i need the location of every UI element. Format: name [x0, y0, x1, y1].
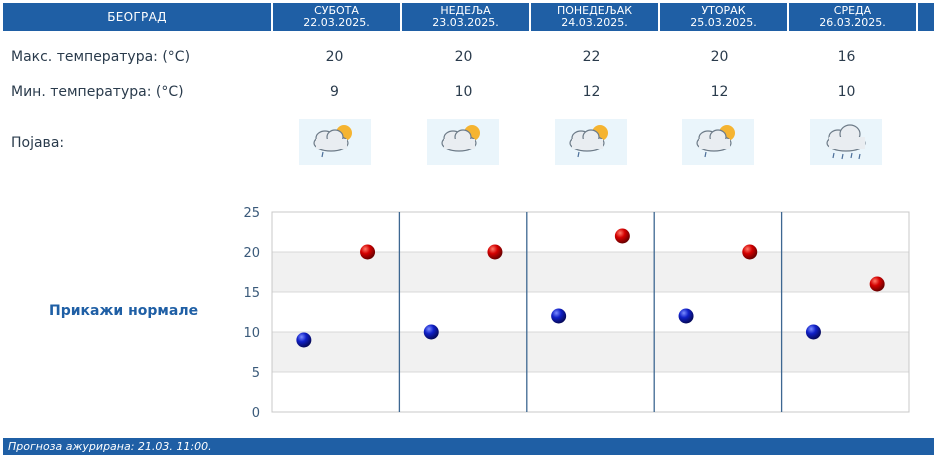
max-temp-value: 20 [454, 49, 473, 65]
min-temp-label: Мин. температура: (°C) [11, 84, 184, 100]
day-date: 26.03.2025. [819, 16, 886, 29]
max-temp-marker [742, 244, 758, 260]
partly-cloudy-light-rain-icon [555, 119, 627, 165]
max-temp-marker [360, 244, 376, 260]
y-tick-label: 15 [243, 286, 260, 301]
min-temp-marker [423, 324, 439, 340]
min-temp-marker [296, 332, 312, 348]
day-date: 24.03.2025. [561, 16, 628, 29]
min-temp-value: 12 [582, 84, 601, 100]
day-date: 22.03.2025. [303, 16, 370, 29]
y-tick-label: 0 [252, 406, 260, 421]
day-name: УТОРАК [701, 4, 746, 17]
day-header-3: ПОНЕДЕЉАК 24.03.2025. [529, 3, 658, 31]
chart-band [272, 372, 909, 412]
chart-markers [296, 228, 885, 348]
forecast-footer: Прогноза ажурирана: 21.03. 11:00. [3, 438, 934, 455]
min-temp-marker [805, 324, 821, 340]
y-tick-label: 5 [252, 366, 260, 381]
day-name: СУБОТА [314, 4, 359, 17]
min-temp-row: Мин. температура: (°C) 9 10 12 12 10 [0, 81, 940, 105]
header-tail [916, 3, 934, 31]
day-header-2: НЕДЕЉА 23.03.2025. [400, 3, 529, 31]
min-temp-value: 10 [837, 84, 856, 100]
min-temp-value: 9 [330, 84, 339, 100]
max-temp-value: 16 [837, 49, 856, 65]
forecast-header: БЕОГРАД СУБОТА 22.03.2025. НЕДЕЉА 23.03.… [3, 3, 934, 31]
phenomenon-row: Појава: [0, 132, 940, 156]
max-temp-value: 20 [710, 49, 729, 65]
max-temp-marker [869, 276, 885, 292]
max-temp-marker [487, 244, 503, 260]
chart-band [272, 332, 909, 372]
max-temp-label: Макс. температура: (°C) [11, 49, 191, 65]
phenomenon-label: Појава: [11, 135, 65, 151]
y-tick-label: 25 [243, 206, 260, 221]
day-date: 23.03.2025. [432, 16, 499, 29]
day-date: 25.03.2025. [690, 16, 757, 29]
day-name: СРЕДА [833, 4, 872, 17]
min-temp-marker [678, 308, 694, 324]
max-temp-row: Макс. температура: (°C) 20 20 22 20 16 [0, 46, 940, 70]
y-tick-label: 20 [243, 246, 260, 261]
min-temp-marker [551, 308, 567, 324]
day-name: ПОНЕДЕЉАК [556, 4, 633, 17]
update-timestamp: Прогноза ажурирана: 21.03. 11:00. [8, 440, 212, 453]
chart-y-axis: 0 5 10 15 20 25 [243, 206, 260, 421]
chart-band [272, 292, 909, 332]
city-name: БЕОГРАД [107, 10, 167, 24]
day-name: НЕДЕЉА [440, 4, 491, 17]
chart-plot-area [271, 211, 910, 413]
partly-cloudy-light-rain-icon [682, 119, 754, 165]
show-normals-link[interactable]: Прикажи нормале [49, 303, 199, 319]
partly-cloudy-light-rain-icon [427, 119, 499, 165]
temperature-chart: 0 5 10 15 20 25 [243, 206, 910, 421]
chart-frame [271, 211, 910, 413]
y-tick-label: 10 [243, 326, 260, 341]
min-temp-value: 12 [710, 84, 729, 100]
chart-band [272, 212, 909, 252]
cloudy-rain-icon [810, 119, 882, 165]
min-temp-value: 10 [454, 84, 473, 100]
chart-band [272, 252, 909, 292]
partly-cloudy-light-rain-icon [299, 119, 371, 165]
day-header-5: СРЕДА 26.03.2025. [787, 3, 916, 31]
day-header-1: СУБОТА 22.03.2025. [271, 3, 400, 31]
max-temp-value: 22 [582, 49, 601, 65]
day-header-4: УТОРАК 25.03.2025. [658, 3, 787, 31]
max-temp-value: 20 [325, 49, 344, 65]
max-temp-marker [614, 228, 630, 244]
